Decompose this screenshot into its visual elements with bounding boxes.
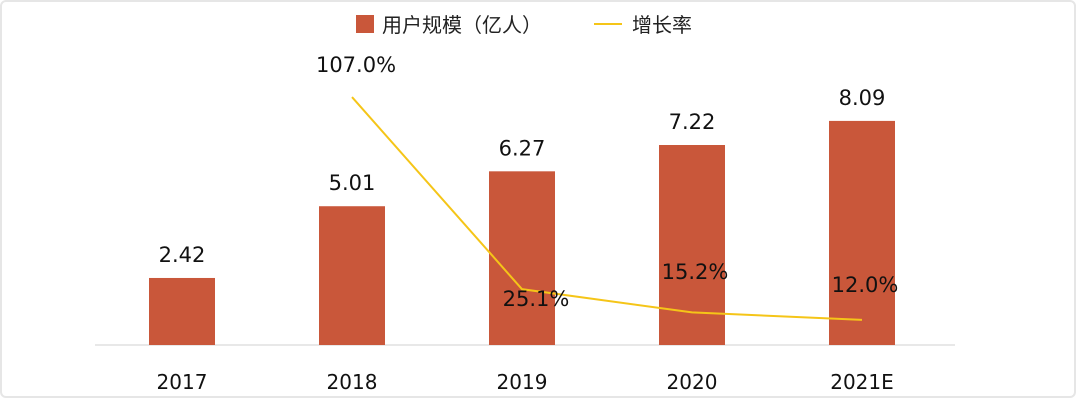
growth-rate-line <box>351 96 863 321</box>
bar-2018 <box>319 206 385 345</box>
growth-rate-label-2018: 107.0% <box>316 53 396 77</box>
legend-label-line: 增长率 <box>632 13 692 37</box>
bar-2021E <box>829 120 895 345</box>
bar-value-label-2017: 2.42 <box>159 243 206 267</box>
bar-value-label-2020: 7.22 <box>669 110 716 134</box>
x-tick-label-2020: 2020 <box>667 370 718 394</box>
growth-rate-label-2021E: 12.0% <box>832 273 899 297</box>
bar-2020 <box>659 145 725 345</box>
bar-2017 <box>149 277 215 345</box>
bar-value-label-2021E: 8.09 <box>839 86 886 110</box>
bar-value-label-2018: 5.01 <box>329 171 376 195</box>
growth-rate-label-2020: 15.2% <box>662 260 729 284</box>
x-tick-label-2018: 2018 <box>327 370 378 394</box>
growth-rate-label-2019: 25.1% <box>503 287 570 311</box>
bar-2019 <box>489 171 555 345</box>
legend-label-bar: 用户规模（亿人） <box>382 13 542 37</box>
x-tick-label-2021E: 2021E <box>830 370 894 394</box>
x-tick-label-2019: 2019 <box>497 370 548 394</box>
legend-swatch-bar <box>356 15 374 33</box>
x-tick-label-2017: 2017 <box>157 370 208 394</box>
bar-value-label-2019: 6.27 <box>499 136 546 160</box>
legend: 用户规模（亿人） 增长率 <box>356 13 692 37</box>
